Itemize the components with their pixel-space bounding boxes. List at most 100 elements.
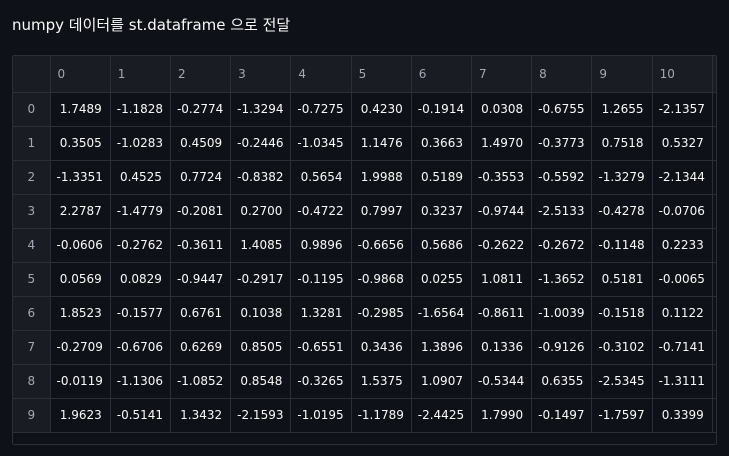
table-cell[interactable]: 0.3505: [50, 126, 111, 161]
table-cell[interactable]: 1.4970: [471, 126, 533, 161]
table-cell[interactable]: -0.0706: [652, 194, 713, 229]
table-cell[interactable]: -1.6564: [411, 296, 472, 331]
table-cell[interactable]: -0.0119: [50, 364, 111, 399]
table-cell[interactable]: -0.5592: [531, 160, 593, 195]
table-cell[interactable]: -0: [712, 194, 716, 229]
table-cell[interactable]: 0.3237: [411, 194, 472, 229]
table-cell[interactable]: 0.1038: [230, 296, 292, 331]
table-cell[interactable]: -0.5141: [110, 398, 171, 433]
column-header[interactable]: 9: [591, 56, 653, 93]
table-cell[interactable]: -2.5133: [531, 194, 593, 229]
table-cell[interactable]: -0.4278: [591, 194, 653, 229]
table-cell[interactable]: -1.0345: [290, 126, 352, 161]
table-cell[interactable]: 0.1336: [471, 330, 533, 365]
table-cell[interactable]: 0.5686: [411, 228, 472, 263]
table-cell[interactable]: 0.5189: [411, 160, 472, 195]
table-cell[interactable]: -0.3265: [290, 364, 352, 399]
table-cell[interactable]: 0.5181: [591, 262, 653, 297]
table-cell[interactable]: -1.0195: [290, 398, 352, 433]
table-cell[interactable]: -2.4425: [411, 398, 472, 433]
table-cell[interactable]: 0.7997: [351, 194, 412, 229]
table-cell[interactable]: -0.9126: [531, 330, 593, 365]
table-cell[interactable]: 0.7724: [170, 160, 232, 195]
column-header[interactable]: 7: [471, 56, 533, 93]
table-cell[interactable]: 1.7489: [50, 92, 111, 127]
table-cell[interactable]: -1.4779: [110, 194, 171, 229]
table-cell[interactable]: -0.2709: [50, 330, 111, 365]
table-cell[interactable]: -2.1593: [230, 398, 292, 433]
table-cell[interactable]: -0: [712, 160, 716, 195]
column-header[interactable]: 0: [50, 56, 111, 93]
table-cell[interactable]: -0.3553: [471, 160, 533, 195]
table-cell[interactable]: -0.2081: [170, 194, 232, 229]
table-cell[interactable]: -0.8382: [230, 160, 292, 195]
table-cell[interactable]: -0.1518: [591, 296, 653, 331]
table-cell[interactable]: 0.0569: [50, 262, 111, 297]
table-cell[interactable]: -0.2762: [110, 228, 171, 263]
table-cell[interactable]: 1.9988: [351, 160, 412, 195]
table-cell[interactable]: 0.2233: [652, 228, 713, 263]
table-cell[interactable]: 1.0907: [411, 364, 472, 399]
table-cell[interactable]: 0.8505: [230, 330, 292, 365]
table-cell[interactable]: -1.0039: [531, 296, 593, 331]
table-cell[interactable]: -1.3652: [531, 262, 593, 297]
table-cell[interactable]: 2.2787: [50, 194, 111, 229]
column-header[interactable]: 5: [351, 56, 412, 93]
table-cell[interactable]: 1.3432: [170, 398, 232, 433]
table-cell[interactable]: -0.1195: [290, 262, 352, 297]
table-cell[interactable]: 0.7518: [591, 126, 653, 161]
table-cell[interactable]: -0.6755: [531, 92, 593, 127]
table-cell[interactable]: -1.1789: [351, 398, 412, 433]
table-cell[interactable]: -1.0283: [110, 126, 171, 161]
table-cell[interactable]: -0.1914: [411, 92, 472, 127]
column-header[interactable]: 4: [290, 56, 352, 93]
table-cell[interactable]: 1.1476: [351, 126, 412, 161]
table-cell[interactable]: 0.5654: [290, 160, 352, 195]
table-cell[interactable]: -0.1148: [591, 228, 653, 263]
column-header[interactable]: 6: [411, 56, 472, 93]
table-cell[interactable]: -1.3279: [591, 160, 653, 195]
table-cell[interactable]: 0.0829: [110, 262, 171, 297]
table-cell[interactable]: 0.8548: [230, 364, 292, 399]
table-cell[interactable]: 1.3896: [411, 330, 472, 365]
table-cell[interactable]: -1.7597: [591, 398, 653, 433]
table-cell[interactable]: -0: [712, 398, 716, 433]
table-cell[interactable]: -0.2917: [230, 262, 292, 297]
table-cell[interactable]: -0.2672: [531, 228, 593, 263]
table-cell[interactable]: -1.3351: [50, 160, 111, 195]
table-cell[interactable]: -0.7141: [652, 330, 713, 365]
table-cell[interactable]: -1.0852: [170, 364, 232, 399]
table-cell[interactable]: 1.0811: [471, 262, 533, 297]
table-cell[interactable]: -0.7275: [290, 92, 352, 127]
column-header[interactable]: 8: [531, 56, 593, 93]
table-cell[interactable]: 0.3663: [411, 126, 472, 161]
table-cell[interactable]: 0.4509: [170, 126, 232, 161]
column-header[interactable]: 2: [170, 56, 232, 93]
table-cell[interactable]: -0.9868: [351, 262, 412, 297]
table-cell[interactable]: 0.2700: [230, 194, 292, 229]
table-cell[interactable]: -0.3102: [591, 330, 653, 365]
table-cell[interactable]: 1.4085: [230, 228, 292, 263]
table-cell[interactable]: -1.1828: [110, 92, 171, 127]
table-cell[interactable]: -0.2985: [351, 296, 412, 331]
table-cell[interactable]: -0.6656: [351, 228, 412, 263]
dataframe[interactable]: 01234567891011 01.7489-1.1828-0.2774-1.3…: [12, 55, 717, 445]
table-cell[interactable]: -2.1344: [652, 160, 713, 195]
table-cell[interactable]: -0: [712, 262, 716, 297]
table-cell[interactable]: -0.9744: [471, 194, 533, 229]
table-cell[interactable]: -0.0606: [50, 228, 111, 263]
table-cell[interactable]: -0.6706: [110, 330, 171, 365]
table-cell[interactable]: -0.6551: [290, 330, 352, 365]
table-cell[interactable]: 1.5375: [351, 364, 412, 399]
table-cell[interactable]: 1.3281: [290, 296, 352, 331]
table-cell[interactable]: -1.1306: [110, 364, 171, 399]
table-cell[interactable]: 1.2655: [591, 92, 653, 127]
table-cell[interactable]: 0.6269: [170, 330, 232, 365]
table-cell[interactable]: -1.3111: [652, 364, 713, 399]
table-cell[interactable]: 0.3436: [351, 330, 412, 365]
table-cell[interactable]: -0.2622: [471, 228, 533, 263]
table-cell[interactable]: -2.1357: [652, 92, 713, 127]
table-cell[interactable]: 1.8523: [50, 296, 111, 331]
table-cell[interactable]: -0: [712, 296, 716, 331]
table-cell[interactable]: 0.0308: [471, 92, 533, 127]
